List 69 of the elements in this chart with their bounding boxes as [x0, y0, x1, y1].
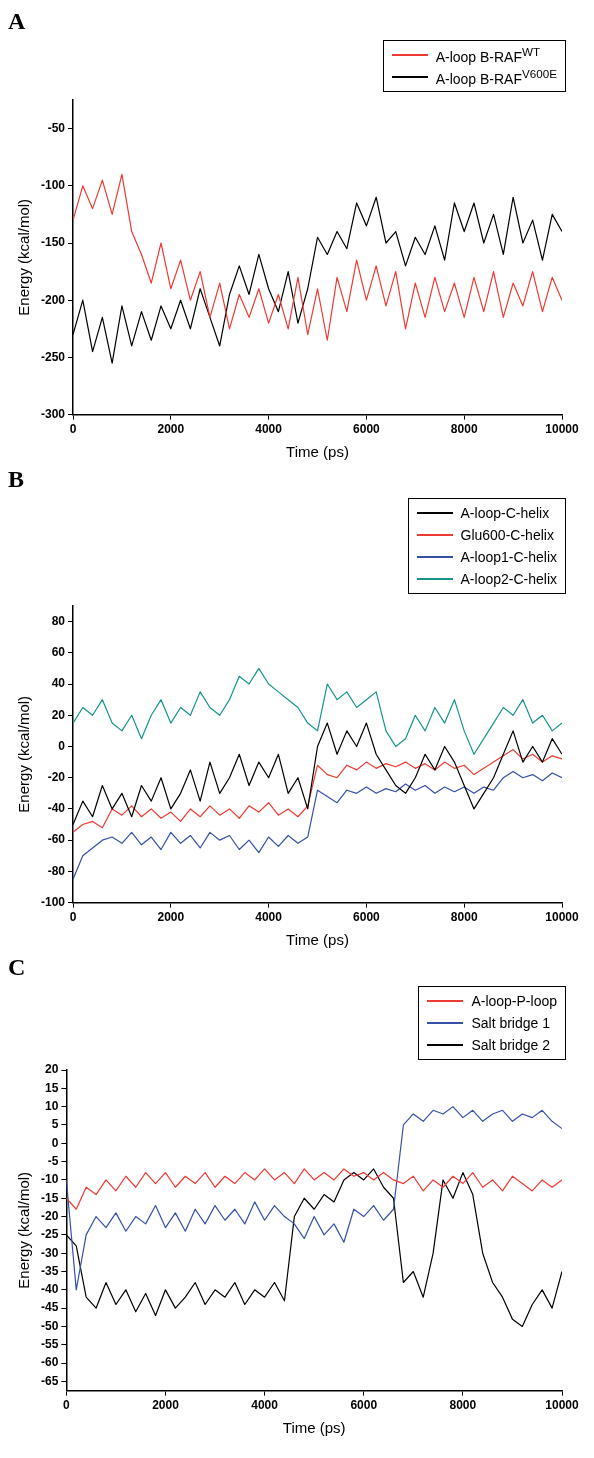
x-tick-label: 0 [69, 422, 77, 437]
y-tick-label: -50 [47, 120, 66, 135]
x-axis-title: Time (ps) [282, 1419, 346, 1437]
chart-title: A [8, 8, 27, 36]
y-tick-label: 15 [44, 1080, 59, 1095]
legend-label: A-loop B-RAF$^{WT}$ [435, 45, 541, 65]
y-tick-label: -20 [47, 770, 66, 785]
y-tick-label: 20 [51, 707, 66, 722]
y-tick-label: -60 [41, 1355, 59, 1370]
y-tick-label: 0 [58, 738, 66, 753]
legend-label: Glu600-C-helix [460, 527, 554, 543]
y-tick-label: 60 [51, 645, 66, 660]
y-tick-label: -150 [40, 235, 66, 250]
x-tick-label: 6000 [353, 422, 381, 437]
y-tick-label: -250 [40, 349, 66, 364]
x-tick-label: 2000 [157, 910, 185, 925]
y-tick-label: -300 [40, 406, 66, 421]
y-tick-label: -25 [41, 1227, 59, 1242]
chart-title: B [8, 466, 25, 494]
legend-label: A-loop-P-loop [471, 993, 557, 1009]
y-tick-label: -55 [41, 1337, 59, 1352]
y-tick-label: -20 [41, 1208, 59, 1223]
y-tick-label: -45 [41, 1300, 59, 1315]
y-tick-label: -50 [41, 1318, 59, 1333]
x-tick-label: 2000 [157, 422, 185, 437]
x-tick-label: 6000 [350, 1398, 378, 1413]
legend-label: Salt bridge 1 [471, 1015, 550, 1031]
y-tick-label: -35 [41, 1263, 59, 1278]
y-tick-label: -100 [40, 894, 66, 909]
y-tick-label: 20 [44, 1062, 59, 1077]
y-tick-label: 40 [51, 676, 66, 691]
y-tick-label: -40 [41, 1282, 59, 1297]
y-tick-label: -100 [40, 178, 66, 193]
y-tick-label: -80 [47, 863, 66, 878]
x-tick-label: 4000 [255, 910, 283, 925]
x-tick-label: 8000 [450, 910, 478, 925]
x-tick-label: 8000 [449, 1398, 477, 1413]
chart-title: C [8, 954, 27, 982]
legend-label: A-loop1-C-helix [460, 549, 557, 565]
x-tick-label: 0 [69, 910, 77, 925]
y-tick-label: -10 [41, 1172, 59, 1187]
y-axis-title: Energy (kcal/mol) [15, 695, 33, 813]
x-tick-label: 2000 [152, 1398, 180, 1413]
legend-label: A-loop B-RAF$^{V600E}$ [435, 67, 557, 87]
y-tick-label: -30 [41, 1245, 59, 1260]
x-tick-label: 10000 [545, 910, 580, 925]
y-axis-title: Energy (kcal/mol) [15, 1171, 33, 1289]
legend-label: A-loop-C-helix [460, 505, 550, 521]
y-tick-label: 80 [51, 613, 66, 628]
y-tick-label: -65 [41, 1373, 59, 1388]
y-tick-label: -40 [47, 801, 66, 816]
y-tick-label: 10 [44, 1098, 59, 1113]
x-tick-label: 10000 [545, 1398, 580, 1413]
y-tick-label: -200 [40, 292, 66, 307]
x-axis-title: Time (ps) [286, 443, 349, 461]
y-tick-label: -15 [41, 1190, 59, 1205]
x-tick-label: 4000 [251, 1398, 279, 1413]
x-tick-label: 10000 [545, 422, 580, 437]
x-tick-label: 4000 [255, 422, 283, 437]
legend-label: Salt bridge 2 [471, 1037, 550, 1053]
x-tick-label: 8000 [450, 422, 478, 437]
legend-label: A-loop2-C-helix [460, 571, 557, 587]
y-axis-title: Energy (kcal/mol) [15, 198, 33, 316]
y-tick-label: -5 [47, 1153, 59, 1168]
x-tick-label: 6000 [353, 910, 381, 925]
y-tick-label: 0 [51, 1135, 59, 1150]
y-tick-label: -60 [47, 832, 66, 847]
x-axis-title: Time (ps) [286, 931, 349, 949]
y-tick-label: 5 [51, 1117, 59, 1132]
